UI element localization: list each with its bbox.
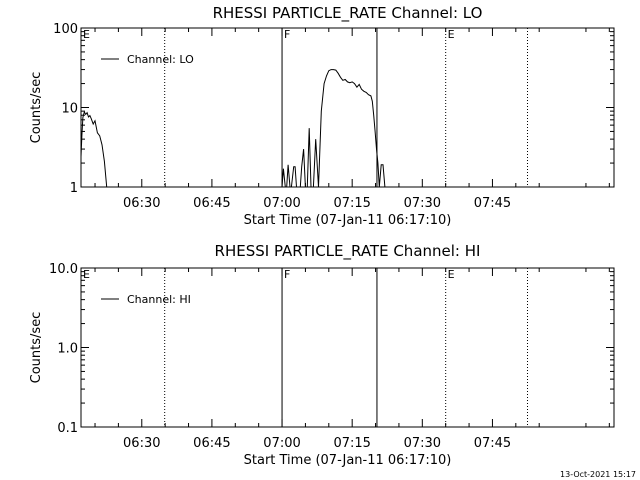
x-tick-label: 07:00	[263, 436, 300, 451]
marker-label: E	[448, 268, 455, 281]
series-line	[281, 69, 387, 187]
x-tick-label: 07:45	[474, 436, 511, 451]
x-tick-label: 06:30	[123, 196, 160, 211]
footer-timestamp: 13-Oct-2021 15:17	[560, 470, 636, 479]
x-tick-label: 07:30	[404, 436, 441, 451]
y-tick-label: 1	[70, 181, 78, 196]
marker-label: F	[284, 268, 290, 281]
series-line	[81, 110, 111, 187]
chart-panel-2: RHESSI PARTICLE_RATE Channel: HI 0.1 1.0 10…	[29, 242, 615, 468]
marker-label: F	[284, 28, 290, 41]
x-tick-label: 07:00	[263, 196, 300, 211]
y-tick-label: 0.1	[57, 421, 78, 436]
x-tick-label: 06:45	[193, 196, 230, 211]
legend-label: Channel: HI	[127, 293, 191, 306]
chart-title: RHESSI PARTICLE_RATE Channel: HI	[215, 242, 481, 261]
marker-label: E	[448, 28, 455, 41]
y-axis-label: Counts/sec	[29, 72, 44, 144]
y-tick-label: 10.0	[49, 262, 78, 277]
y-axis-label: Counts/sec	[29, 312, 44, 384]
x-tick-label: 07:30	[404, 196, 441, 211]
chart-title: RHESSI PARTICLE_RATE Channel: LO	[213, 4, 483, 23]
x-tick-label: 06:45	[193, 436, 230, 451]
legend-label: Channel: LO	[127, 53, 194, 66]
x-tick-label: 07:45	[474, 196, 511, 211]
marker-label: E	[83, 28, 90, 41]
marker-label: E	[83, 268, 90, 281]
plot-frame	[80, 27, 615, 188]
y-tick-label: 100	[53, 22, 78, 37]
x-axis-label: Start Time (07-Jan-11 06:17:10)	[244, 213, 452, 228]
y-tick-label: 10	[61, 102, 78, 117]
x-axis-label: Start Time (07-Jan-11 06:17:10)	[244, 453, 452, 468]
x-tick-label: 07:15	[333, 436, 370, 451]
chart-panel-1: RHESSI PARTICLE_RATE Channel: LO 1 10 100 06…	[29, 4, 615, 228]
x-tick-label: 07:15	[333, 196, 370, 211]
y-tick-label: 1.0	[57, 342, 78, 357]
x-tick-label: 06:30	[123, 436, 160, 451]
plot-frame	[80, 267, 615, 428]
